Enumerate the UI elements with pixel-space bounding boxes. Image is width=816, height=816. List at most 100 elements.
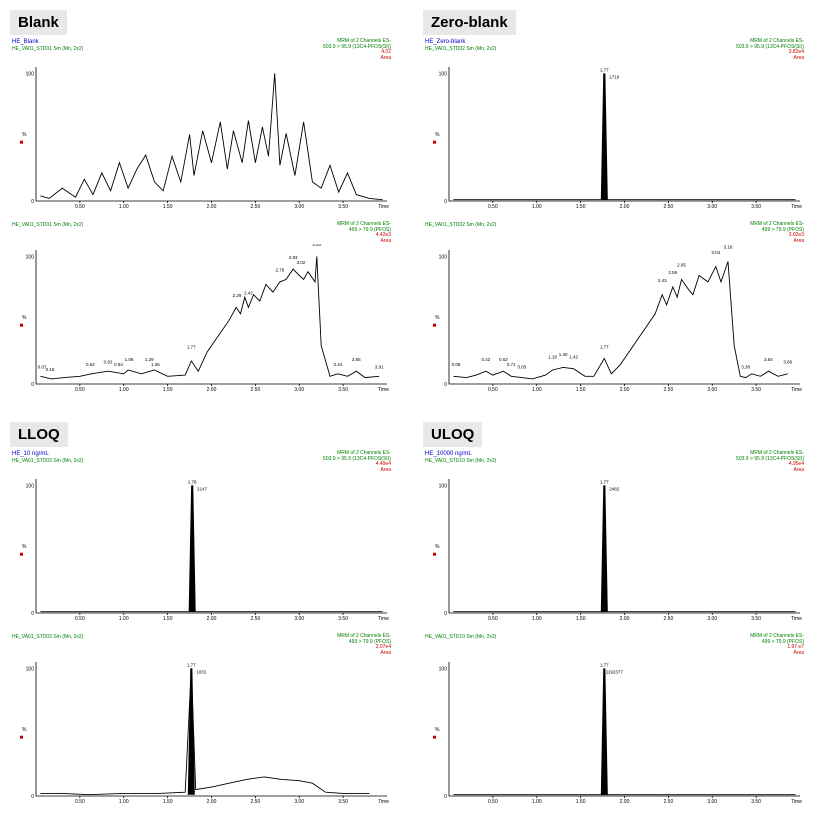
svg-text:3.00: 3.00 xyxy=(707,204,717,210)
svg-text:1.00: 1.00 xyxy=(532,799,542,805)
svg-text:Time: Time xyxy=(378,387,389,393)
hr4: Area xyxy=(380,467,391,473)
svg-text:2.50: 2.50 xyxy=(664,616,674,622)
svg-text:3.00: 3.00 xyxy=(294,204,304,210)
svg-text:2.50: 2.50 xyxy=(664,387,674,393)
svg-text:2.50: 2.50 xyxy=(251,799,261,805)
svg-text:1.50: 1.50 xyxy=(163,799,173,805)
svg-text:3.20: 3.20 xyxy=(312,244,321,247)
svg-text:0.50: 0.50 xyxy=(488,616,498,622)
svg-text:1031: 1031 xyxy=(196,669,207,674)
svg-text:0: 0 xyxy=(444,199,447,205)
blank-lower-chart: 1000%0.501.001.502.002.503.003.50Time0.0… xyxy=(20,244,391,394)
svg-text:1.77: 1.77 xyxy=(600,344,609,349)
svg-text:%: % xyxy=(435,727,440,733)
hr4: Area xyxy=(380,650,391,656)
svg-text:0: 0 xyxy=(444,794,447,800)
lloq-lower-panel: HE_VA01_STD03 Sm (Mn, 2x2) MRM of 2 Chan… xyxy=(10,633,393,816)
svg-text:1.77: 1.77 xyxy=(187,662,196,667)
hr4: Area xyxy=(793,650,804,656)
header-left-sub: HE_VA01_STD01 Sm (Mn, 2x2) xyxy=(12,46,83,52)
svg-text:3.64: 3.64 xyxy=(764,357,773,362)
header-left-sub: HE_VA01_STD10 Sm (Mn, 2x2) xyxy=(425,634,496,640)
svg-text:100: 100 xyxy=(439,666,448,672)
svg-text:2.00: 2.00 xyxy=(620,616,630,622)
svg-text:Time: Time xyxy=(791,387,802,393)
svg-text:1.00: 1.00 xyxy=(532,204,542,210)
hr4: Area xyxy=(793,238,804,244)
zero-blank-lower-panel: HE_VA01_STD02 Sm (Mn, 2x2) MRM of 2 Chan… xyxy=(423,221,806,404)
header-left-sub: HE_VA01_STD10 Sm (Mn, 2x2) xyxy=(425,458,496,464)
svg-text:0.82: 0.82 xyxy=(104,360,113,365)
svg-text:0.08: 0.08 xyxy=(452,362,461,367)
svg-text:Time: Time xyxy=(378,204,389,210)
svg-text:0.16: 0.16 xyxy=(46,367,55,372)
svg-text:1.00: 1.00 xyxy=(119,799,129,805)
svg-text:2.42: 2.42 xyxy=(244,291,253,296)
svg-text:2.00: 2.00 xyxy=(620,387,630,393)
svg-text:3.02: 3.02 xyxy=(297,260,306,265)
svg-text:Time: Time xyxy=(791,616,802,622)
svg-text:1.77: 1.77 xyxy=(187,344,196,349)
svg-text:1.77: 1.77 xyxy=(600,662,609,667)
svg-text:%: % xyxy=(22,132,27,138)
svg-text:3.00: 3.00 xyxy=(294,799,304,805)
svg-text:3.18: 3.18 xyxy=(724,245,733,250)
svg-text:2.55: 2.55 xyxy=(668,270,677,275)
svg-text:100: 100 xyxy=(26,666,35,672)
svg-text:100: 100 xyxy=(439,254,448,260)
svg-text:3.44: 3.44 xyxy=(333,362,342,367)
uloq-upper-panel: HE_10000 ng/mL HE_VA01_STD10 Sm (Mn, 2x2… xyxy=(423,450,806,633)
svg-text:0.50: 0.50 xyxy=(75,799,85,805)
svg-text:0.71: 0.71 xyxy=(507,362,516,367)
header-left: HE_Blank xyxy=(12,39,39,45)
svg-text:0: 0 xyxy=(444,382,447,388)
svg-text:1.00: 1.00 xyxy=(119,204,129,210)
svg-text:3.50: 3.50 xyxy=(751,616,761,622)
svg-text:%: % xyxy=(435,544,440,550)
svg-text:1.00: 1.00 xyxy=(119,616,129,622)
svg-text:0.50: 0.50 xyxy=(488,799,498,805)
svg-text:0.94: 0.94 xyxy=(114,362,123,367)
svg-text:1192377: 1192377 xyxy=(606,669,624,674)
svg-text:1.50: 1.50 xyxy=(576,616,586,622)
svg-text:1.78: 1.78 xyxy=(188,479,197,484)
zero-blank-lower-chart: 1000%0.501.001.502.002.503.003.50Time0.0… xyxy=(433,244,804,394)
header-left: HE_10 ng/mL xyxy=(12,451,49,457)
svg-text:%: % xyxy=(22,727,27,733)
lloq-lower-chart: 1000%0.501.001.502.002.503.003.50Time1.7… xyxy=(20,656,391,806)
svg-text:3.00: 3.00 xyxy=(294,387,304,393)
svg-text:0.50: 0.50 xyxy=(75,204,85,210)
svg-text:1.36: 1.36 xyxy=(151,362,160,367)
svg-text:1.50: 1.50 xyxy=(576,387,586,393)
header-left-sub: HE_VA01_STD01 Sm (Mn, 2x2) xyxy=(12,222,83,228)
uloq-lower-panel: HE_VA01_STD10 Sm (Mn, 2x2) MRM of 2 Chan… xyxy=(423,633,806,816)
title-uloq: ULOQ xyxy=(423,422,482,447)
svg-text:3.86: 3.86 xyxy=(783,360,792,365)
svg-text:3.91: 3.91 xyxy=(375,365,384,370)
svg-text:%: % xyxy=(22,315,27,321)
svg-text:3.00: 3.00 xyxy=(707,387,717,393)
svg-text:3.50: 3.50 xyxy=(338,616,348,622)
svg-text:1.30: 1.30 xyxy=(559,352,568,357)
svg-text:2.50: 2.50 xyxy=(251,204,261,210)
svg-text:2.43: 2.43 xyxy=(658,278,667,283)
svg-text:%: % xyxy=(22,544,27,550)
svg-text:0.50: 0.50 xyxy=(75,616,85,622)
svg-text:%: % xyxy=(435,132,440,138)
svg-text:2.00: 2.00 xyxy=(207,387,217,393)
svg-text:Time: Time xyxy=(378,799,389,805)
cell-blank: Blank HE_Blank HE_VA01_STD01 Sm (Mn, 2x2… xyxy=(10,10,393,404)
svg-text:0.50: 0.50 xyxy=(75,387,85,393)
svg-text:1.50: 1.50 xyxy=(163,204,173,210)
svg-text:0: 0 xyxy=(31,794,34,800)
svg-text:1.42: 1.42 xyxy=(569,354,578,359)
lloq-upper-chart: 1000%0.501.001.502.002.503.003.50Time1.7… xyxy=(20,473,391,623)
svg-text:3.38: 3.38 xyxy=(741,365,750,370)
svg-text:2.00: 2.00 xyxy=(207,799,217,805)
svg-text:3.50: 3.50 xyxy=(338,387,348,393)
title-lloq: LLOQ xyxy=(10,422,68,447)
hr4: Area xyxy=(793,467,804,473)
svg-text:1719: 1719 xyxy=(609,74,620,79)
svg-text:2.00: 2.00 xyxy=(620,204,630,210)
